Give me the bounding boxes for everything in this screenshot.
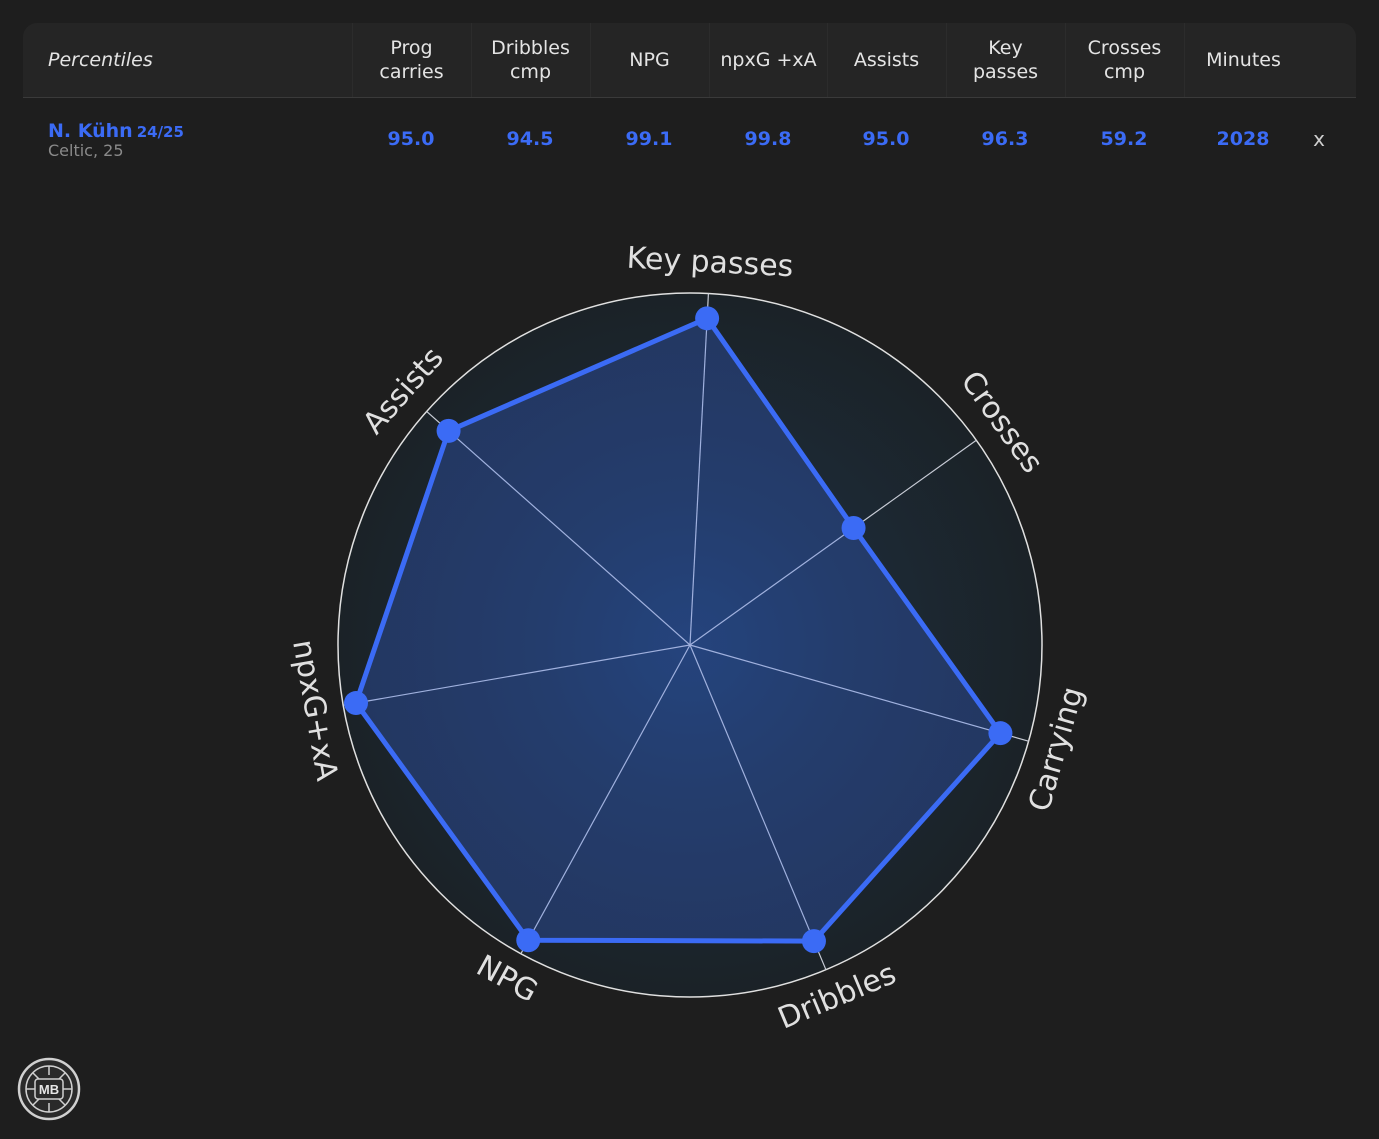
radar-point — [436, 418, 461, 443]
table-row: N. Kühn 24/25 Celtic, 25 x 95.0 94.5 99.1 99… — [23, 98, 1356, 180]
value-cell: 94.5 — [506, 128, 554, 150]
radar-spoke — [689, 644, 827, 970]
value-cell: 95.0 — [387, 128, 435, 150]
radar-point — [516, 928, 541, 953]
player-name[interactable]: N. Kühn — [48, 120, 133, 142]
player-cell: N. Kühn 24/25 Celtic, 25 — [48, 120, 184, 160]
radar-axis-label: Key passes — [626, 241, 794, 285]
radar-spokes — [343, 293, 1029, 970]
radar-point — [841, 516, 866, 541]
radar-spoke — [520, 644, 691, 955]
column-header[interactable]: Key passes — [946, 23, 1064, 97]
header-percentiles: Percentiles — [48, 49, 153, 71]
table-header: Percentiles Prog carries Dribbles cmp NPG npx… — [23, 23, 1356, 98]
value-cell: 95.0 — [862, 128, 910, 150]
radar-point — [801, 929, 826, 954]
value-cell: 2028 — [1216, 128, 1270, 150]
player-season: 24/25 — [136, 123, 184, 141]
radar-area — [353, 315, 1003, 944]
radar-points — [344, 306, 1013, 954]
radar-point — [344, 691, 369, 716]
player-club: Celtic, 25 — [48, 141, 124, 160]
column-header[interactable]: Assists — [827, 23, 945, 97]
remove-player-button[interactable]: x — [1313, 127, 1325, 151]
column-header[interactable]: Crosses cmp — [1065, 23, 1183, 97]
logo-text: MB — [39, 1082, 59, 1097]
mb-logo: MB — [17, 1057, 81, 1121]
column-header[interactable]: Prog carries — [352, 23, 470, 97]
column-header[interactable]: NPG — [590, 23, 708, 97]
value-cell: 99.8 — [744, 128, 792, 150]
value-cell: 59.2 — [1100, 128, 1148, 150]
radar-axis-label: npxG+xA — [285, 637, 344, 784]
radar-spoke — [689, 293, 710, 646]
column-header[interactable]: Minutes — [1184, 23, 1302, 97]
column-header[interactable]: npxG +xA — [709, 23, 827, 97]
logo-badge-icon: MB — [17, 1057, 81, 1121]
value-cell: 96.3 — [981, 128, 1029, 150]
radar-point — [695, 306, 720, 331]
radar-spoke — [689, 644, 1029, 742]
column-header[interactable]: Dribbles cmp — [471, 23, 589, 97]
percentiles-table: Percentiles Prog carries Dribbles cmp NPG npx… — [23, 23, 1356, 180]
radar-point — [988, 721, 1013, 746]
radar-spoke — [689, 439, 977, 646]
value-cell: 99.1 — [625, 128, 673, 150]
radar-spoke — [343, 644, 691, 706]
radar-spoke — [426, 410, 691, 646]
